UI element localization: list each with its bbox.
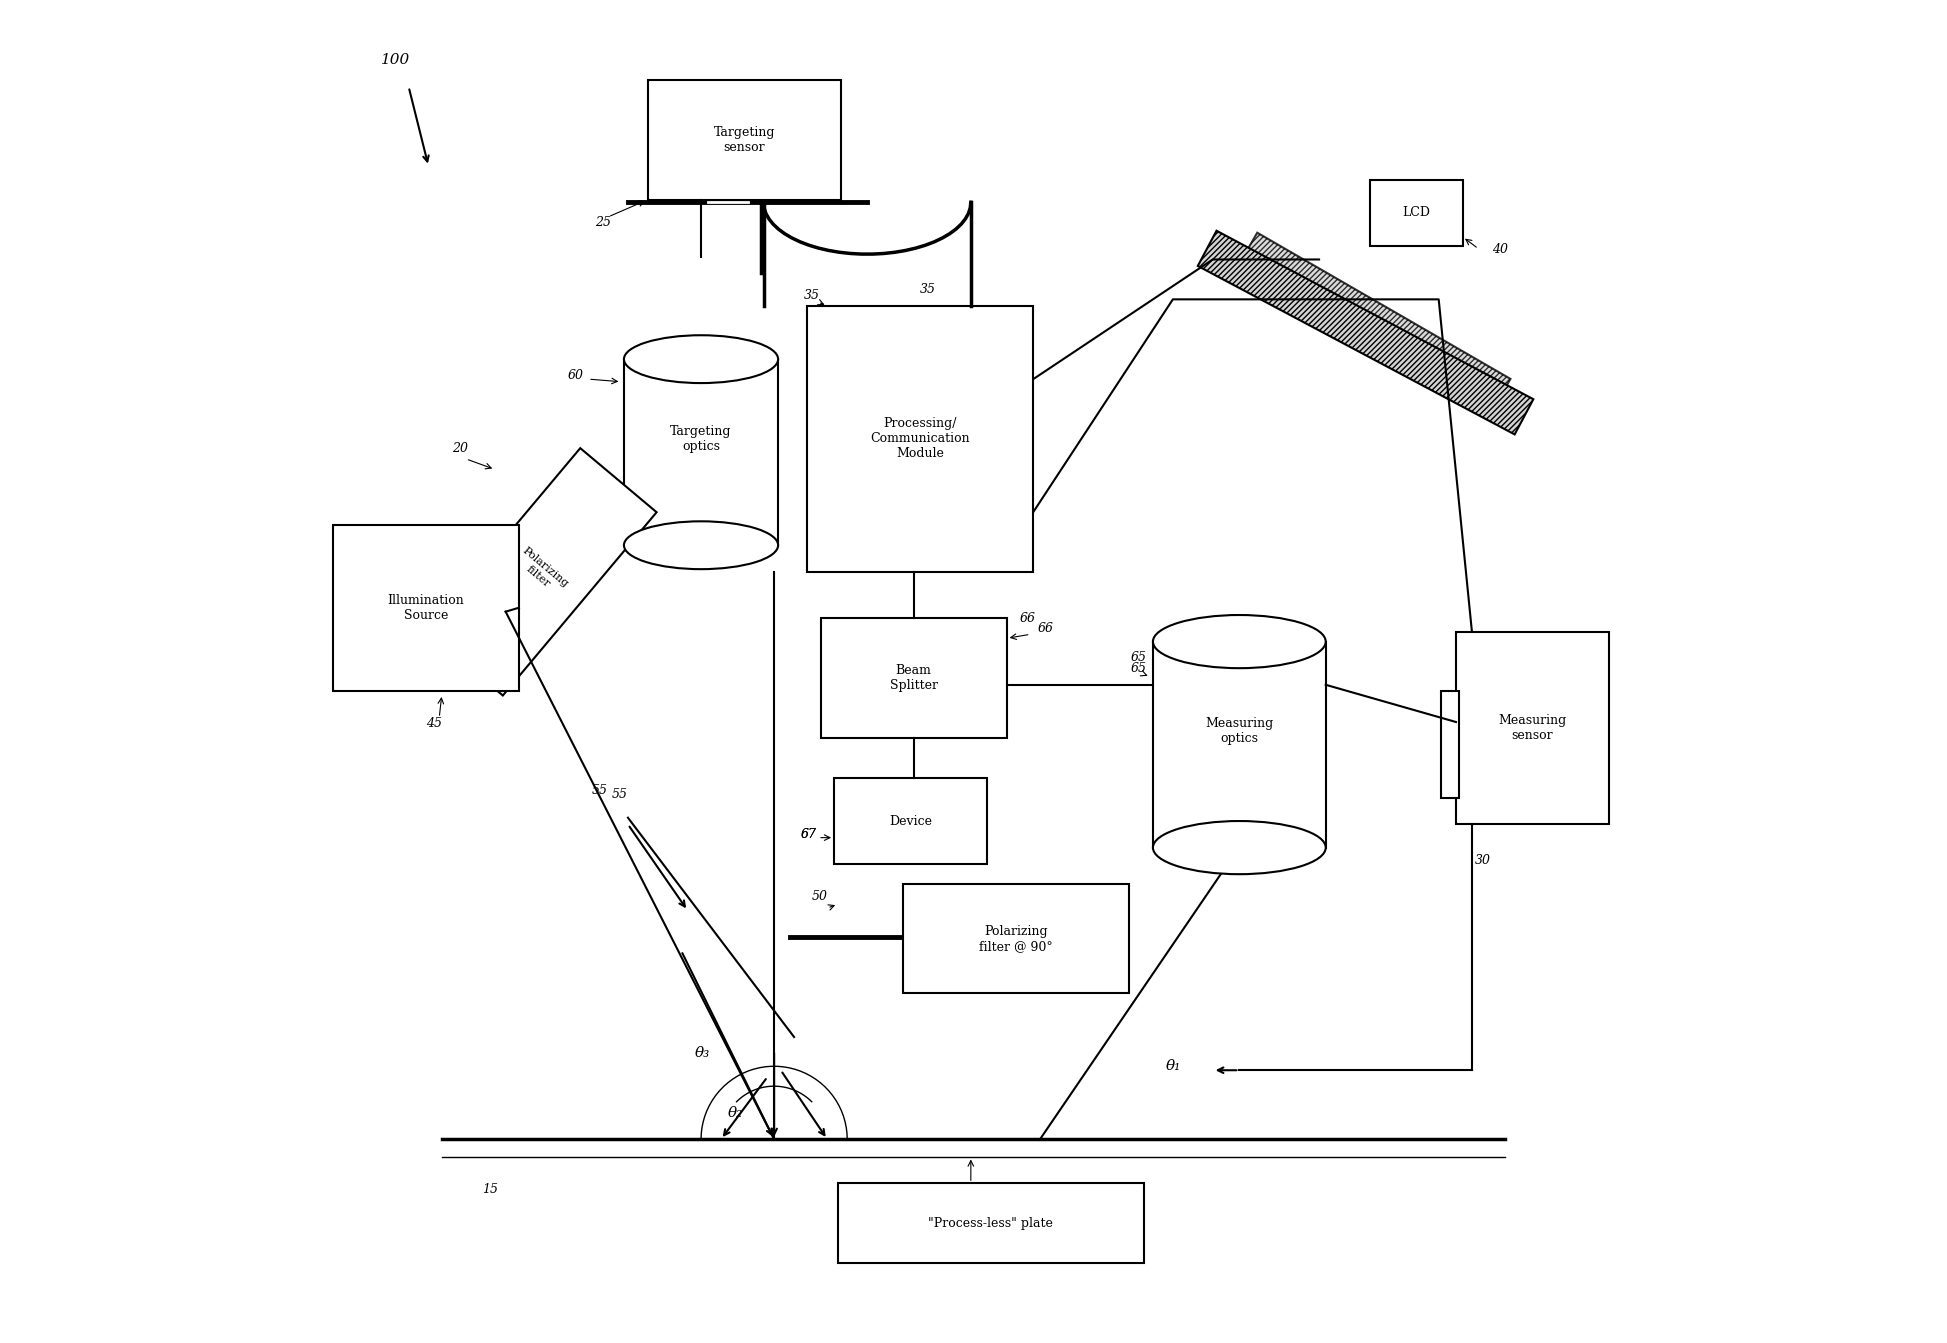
FancyBboxPatch shape <box>1369 180 1462 246</box>
Ellipse shape <box>623 336 779 383</box>
Text: 30: 30 <box>1474 854 1491 868</box>
Polygon shape <box>426 449 656 696</box>
Text: 35: 35 <box>921 283 937 295</box>
Text: 65: 65 <box>1131 662 1147 674</box>
Text: Measuring
sensor: Measuring sensor <box>1499 714 1567 741</box>
FancyBboxPatch shape <box>333 525 520 692</box>
Text: θ₃: θ₃ <box>695 1046 709 1060</box>
Text: 60: 60 <box>569 369 584 383</box>
Polygon shape <box>1234 232 1511 419</box>
Text: 55: 55 <box>611 788 629 800</box>
Text: 65: 65 <box>1131 651 1147 663</box>
FancyBboxPatch shape <box>648 81 841 200</box>
Text: 66: 66 <box>1038 622 1053 635</box>
Text: 100: 100 <box>382 54 411 67</box>
Bar <box>623 359 779 545</box>
Text: Beam
Splitter: Beam Splitter <box>890 665 938 692</box>
FancyBboxPatch shape <box>903 884 1129 992</box>
Text: 66: 66 <box>1020 612 1036 626</box>
Text: θ₂: θ₂ <box>728 1105 744 1120</box>
Text: θ₁: θ₁ <box>1166 1060 1182 1073</box>
Text: 35: 35 <box>804 289 820 302</box>
Text: Illumination
Source: Illumination Source <box>387 595 463 622</box>
Text: 25: 25 <box>594 216 611 230</box>
FancyBboxPatch shape <box>837 1183 1143 1262</box>
Ellipse shape <box>1153 821 1326 874</box>
Text: 55: 55 <box>592 784 607 796</box>
Text: 40: 40 <box>1491 243 1507 255</box>
FancyBboxPatch shape <box>808 306 1034 572</box>
Text: 67: 67 <box>800 827 816 841</box>
Ellipse shape <box>623 521 779 569</box>
Text: Polarizing
filter: Polarizing filter <box>512 545 570 598</box>
Text: Device: Device <box>890 814 933 827</box>
Text: "Process-less" plate: "Process-less" plate <box>929 1217 1053 1230</box>
FancyBboxPatch shape <box>833 778 987 865</box>
Text: Targeting
optics: Targeting optics <box>670 424 732 453</box>
Text: Targeting
sensor: Targeting sensor <box>713 126 775 154</box>
Text: Polarizing
filter @ 90°: Polarizing filter @ 90° <box>979 924 1053 952</box>
Text: 45: 45 <box>426 717 442 731</box>
Text: 20: 20 <box>452 442 469 455</box>
FancyBboxPatch shape <box>1456 631 1608 825</box>
Text: LCD: LCD <box>1402 207 1431 219</box>
Text: 15: 15 <box>481 1183 498 1195</box>
Polygon shape <box>1197 231 1534 434</box>
Text: 67: 67 <box>800 827 816 841</box>
Bar <box>1153 642 1326 847</box>
Text: Processing/
Communication
Module: Processing/ Communication Module <box>870 418 970 461</box>
FancyBboxPatch shape <box>820 618 1007 737</box>
Text: Measuring
optics: Measuring optics <box>1205 717 1273 745</box>
Bar <box>1441 692 1458 798</box>
Ellipse shape <box>1153 615 1326 669</box>
Text: 50: 50 <box>812 890 827 902</box>
